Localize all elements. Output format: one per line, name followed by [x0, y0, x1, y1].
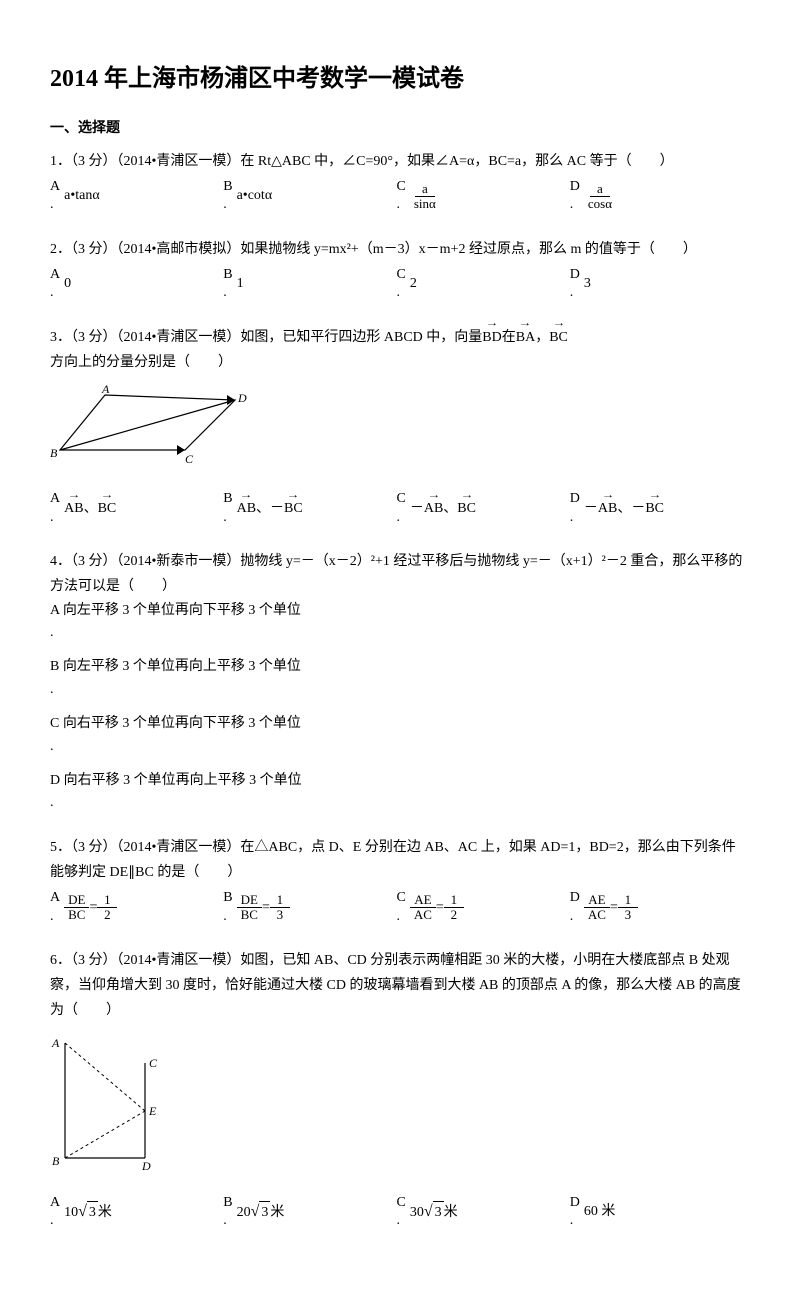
q4-option-c[interactable]: C 向右平移 3 个单位再向下平移 3 个单位 .: [50, 713, 743, 758]
q1-option-c[interactable]: C . a sinα: [397, 176, 570, 217]
q6-option-c[interactable]: C. 30√3米: [397, 1192, 570, 1233]
q6-option-a[interactable]: A. 10√3米: [50, 1192, 223, 1233]
q2-option-c[interactable]: C. 2: [397, 264, 570, 305]
fig6-d: D: [141, 1159, 151, 1173]
fig6-e: E: [148, 1104, 157, 1118]
q5-option-c[interactable]: C. AEAC=12: [397, 887, 570, 928]
vec-bc: BC: [549, 325, 568, 350]
q4-text: 4．（3 分）（2014•新泰市一模）抛物线 y=－（x－2）²+1 经过平移后…: [50, 549, 743, 599]
q2-options: A. 0 B. 1 C. 2 D. 3: [50, 264, 743, 305]
q1-optA-text: a•tanα: [64, 185, 100, 207]
fig6-a: A: [51, 1036, 60, 1050]
q6-options: A. 10√3米 B. 20√3米 C. 30√3米 D. 60 米: [50, 1192, 743, 1233]
q6-figure: A B C D E: [50, 1033, 743, 1181]
section-header: 一、选择题: [50, 118, 743, 140]
q1-option-a[interactable]: A . a•tanα: [50, 176, 223, 217]
q1-optC-frac: a sinα: [410, 182, 440, 212]
question-3: 3．（3 分）（2014•青浦区一模）如图，已知平行四边形 ABCD 中，向量B…: [50, 325, 743, 530]
q6-text: 6．（3 分）（2014•青浦区一模）如图，已知 AB、CD 分别表示两幢相距 …: [50, 948, 743, 1024]
fig6-b: B: [52, 1154, 60, 1168]
fig-label-b: B: [50, 446, 58, 460]
q2-option-a[interactable]: A. 0: [50, 264, 223, 305]
q5-options: A. DEBC=12 B. DEBC=13 C. AEAC=12 D. AEAC…: [50, 887, 743, 928]
q4-option-a[interactable]: A 向左平移 3 个单位再向下平移 3 个单位 .: [50, 600, 743, 645]
q1-option-d[interactable]: D . a cosα: [570, 176, 743, 217]
q2-option-b[interactable]: B. 1: [223, 264, 396, 305]
q3-text: 3．（3 分）（2014•青浦区一模）如图，已知平行四边形 ABCD 中，向量B…: [50, 325, 743, 375]
question-1: 1．（3 分）（2014•青浦区一模）在 Rt△ABC 中，∠C=90°，如果∠…: [50, 149, 743, 217]
q4-option-d[interactable]: D 向右平移 3 个单位再向上平移 3 个单位 .: [50, 770, 743, 815]
q2-text: 2．（3 分）（2014•高邮市模拟）如果抛物线 y=mx²+（m－3）x－m+…: [50, 237, 743, 262]
q5-option-a[interactable]: A. DEBC=12: [50, 887, 223, 928]
question-4: 4．（3 分）（2014•新泰市一模）抛物线 y=－（x－2）²+1 经过平移后…: [50, 549, 743, 815]
q1-optD-frac: a cosα: [584, 182, 616, 212]
q3-figure: A B C D: [50, 385, 743, 478]
q3-options: A. AB、BC B. AB、－BC C. －AB、BC D. －AB、－BC: [50, 488, 743, 529]
q3-option-c[interactable]: C. －AB、BC: [397, 488, 570, 529]
vec-bd: BD: [482, 325, 501, 350]
q1-option-b[interactable]: B . a•cotα: [223, 176, 396, 217]
q6-option-d[interactable]: D. 60 米: [570, 1192, 743, 1233]
vec-ba: BA: [516, 325, 535, 350]
fig-label-c: C: [185, 452, 194, 466]
q2-option-d[interactable]: D. 3: [570, 264, 743, 305]
q3-option-b[interactable]: B. AB、－BC: [223, 488, 396, 529]
fig6-c: C: [149, 1056, 158, 1070]
q3-option-d[interactable]: D. －AB、－BC: [570, 488, 743, 529]
q1-optB-text: a•cotα: [237, 185, 273, 207]
question-5: 5．（3 分）（2014•青浦区一模）在△ABC，点 D、E 分别在边 AB、A…: [50, 835, 743, 928]
question-2: 2．（3 分）（2014•高邮市模拟）如果抛物线 y=mx²+（m－3）x－m+…: [50, 237, 743, 305]
q4-options: A 向左平移 3 个单位再向下平移 3 个单位 . B 向左平移 3 个单位再向…: [50, 600, 743, 815]
fig-label-a: A: [101, 385, 110, 396]
q5-option-d[interactable]: D. AEAC=13: [570, 887, 743, 928]
q5-text: 5．（3 分）（2014•青浦区一模）在△ABC，点 D、E 分别在边 AB、A…: [50, 835, 743, 885]
q1-text: 1．（3 分）（2014•青浦区一模）在 Rt△ABC 中，∠C=90°，如果∠…: [50, 149, 743, 174]
q1-options: A . a•tanα B . a•cotα C . a sinα D: [50, 176, 743, 217]
q4-option-b[interactable]: B 向左平移 3 个单位再向上平移 3 个单位 .: [50, 656, 743, 701]
page-title: 2014 年上海市杨浦区中考数学一模试卷: [50, 60, 743, 98]
q5-option-b[interactable]: B. DEBC=13: [223, 887, 396, 928]
fig-label-d: D: [237, 391, 247, 405]
question-6: 6．（3 分）（2014•青浦区一模）如图，已知 AB、CD 分别表示两幢相距 …: [50, 948, 743, 1233]
q3-option-a[interactable]: A. AB、BC: [50, 488, 223, 529]
q6-option-b[interactable]: B. 20√3米: [223, 1192, 396, 1233]
